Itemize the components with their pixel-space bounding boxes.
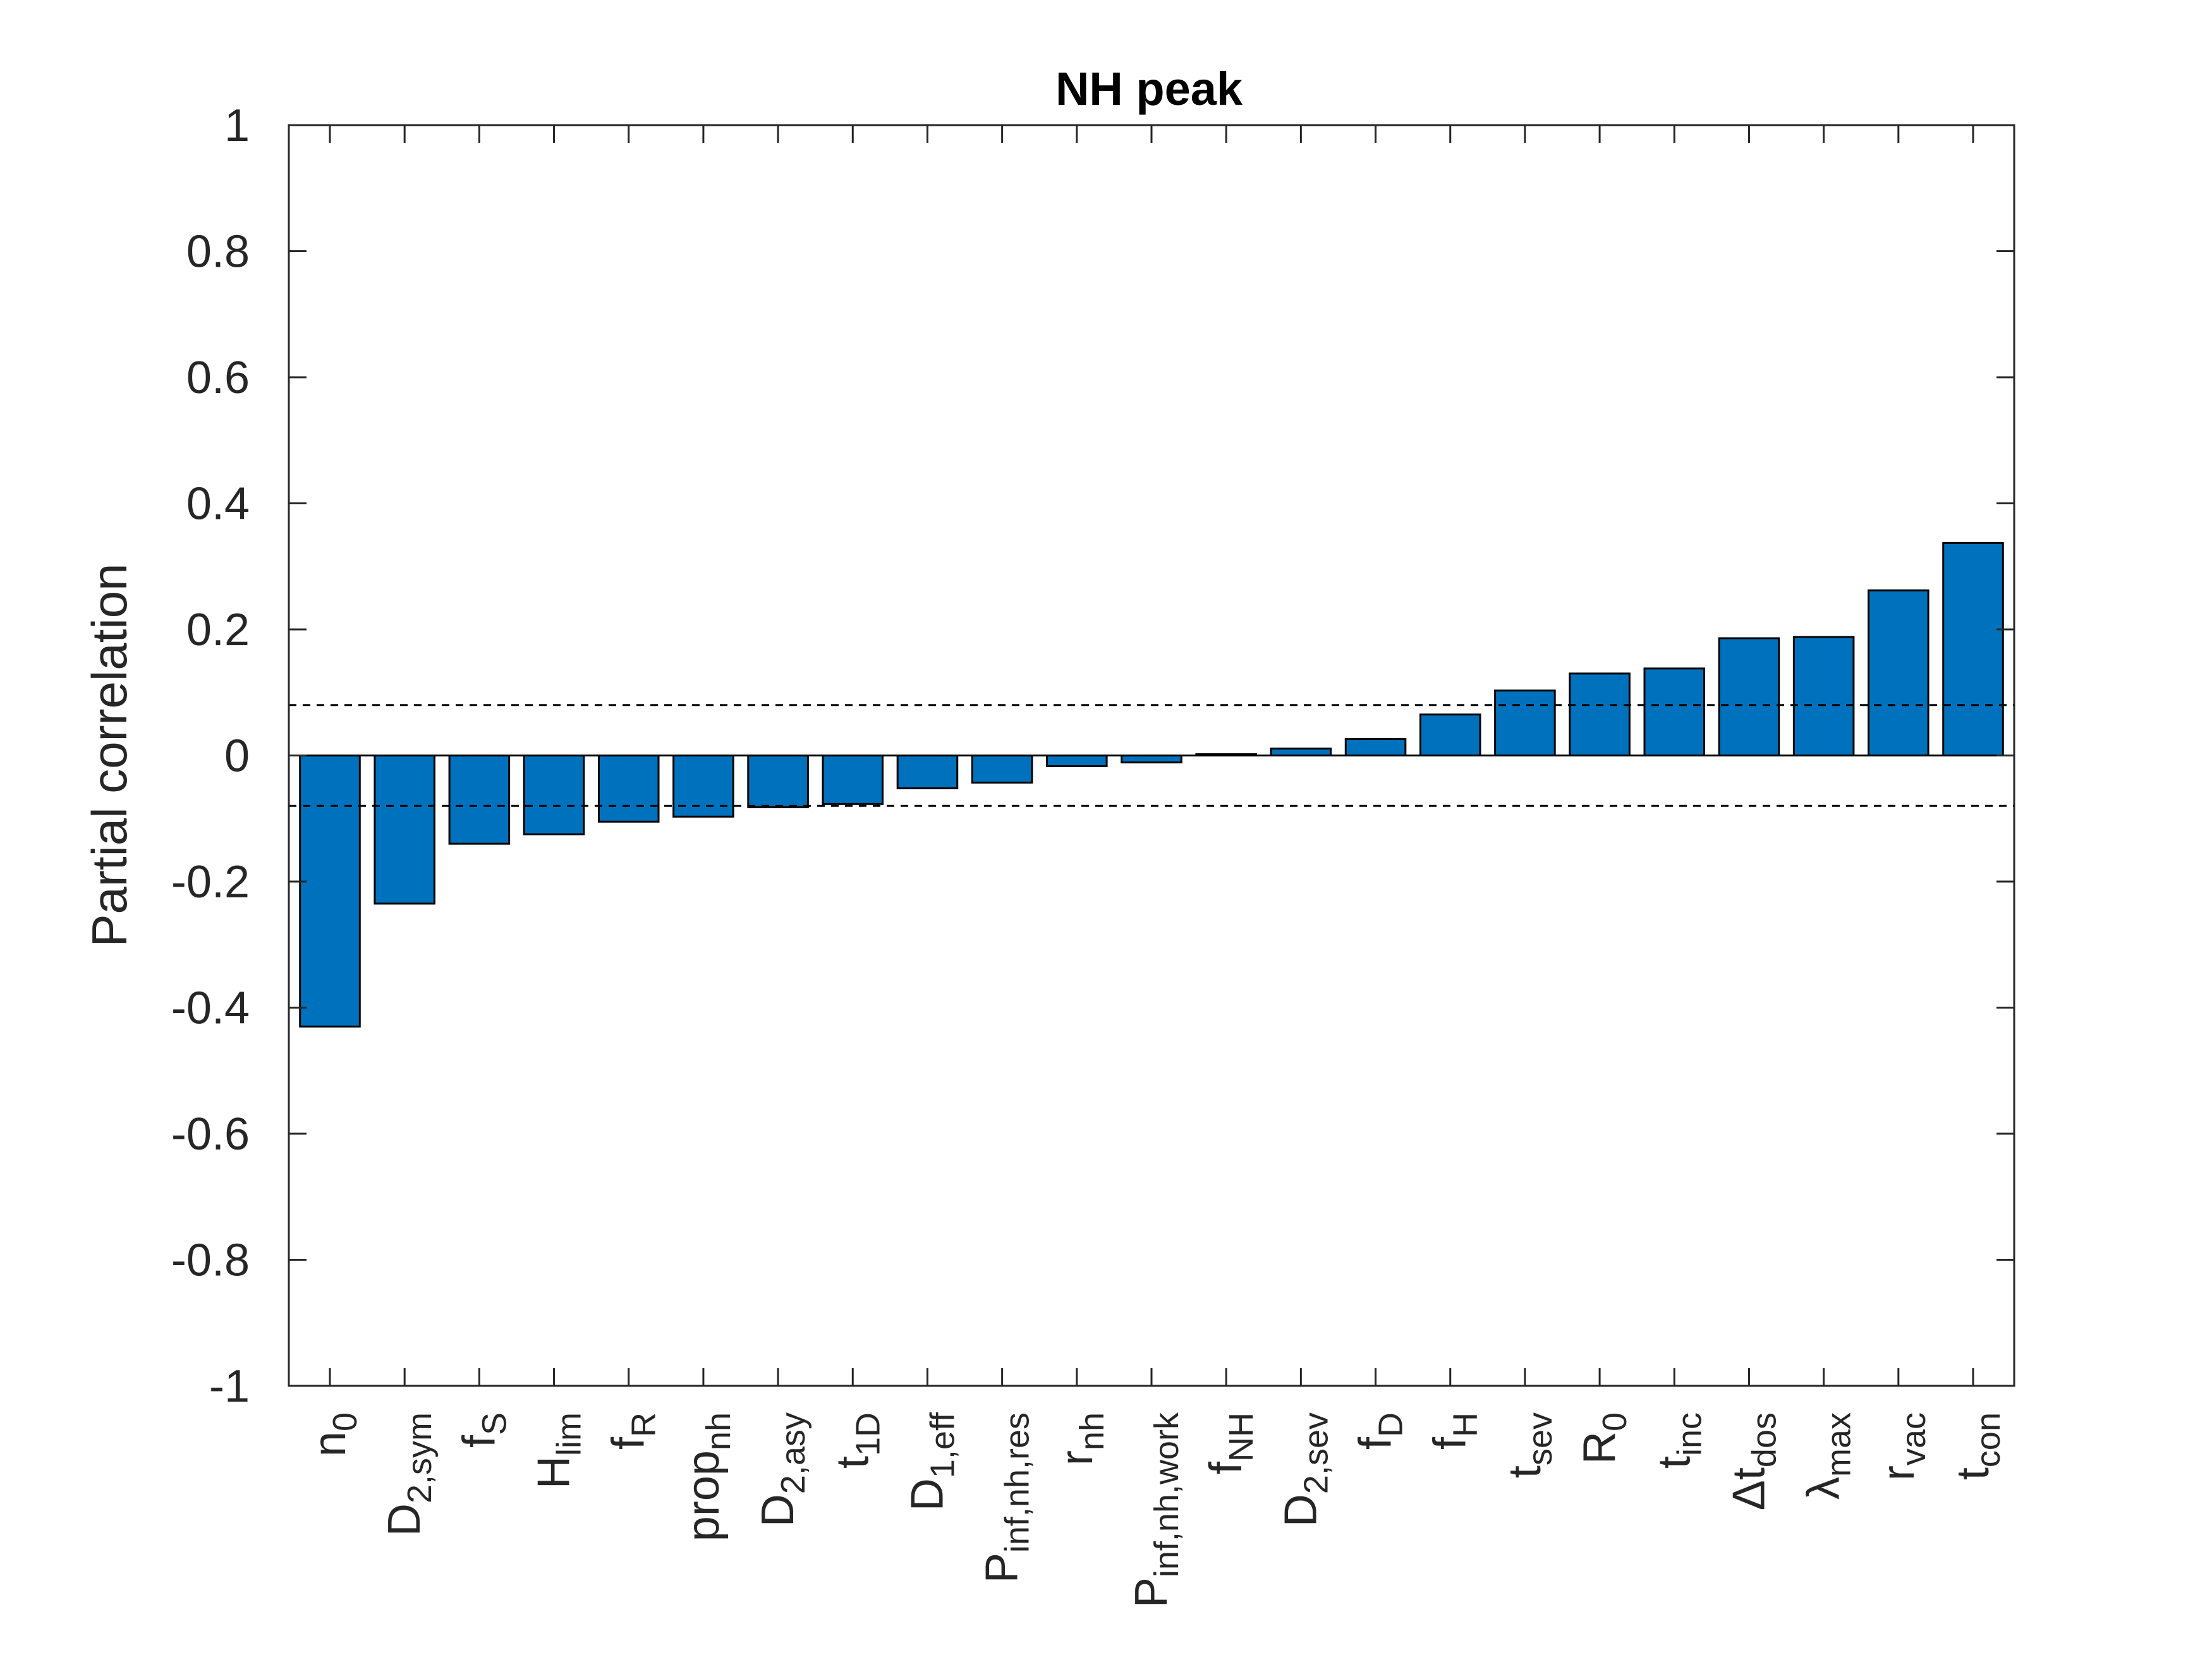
x-tick-label-10: Pinf,nh,res <box>977 1412 1036 1583</box>
bar-12 <box>1121 755 1182 763</box>
bar-16 <box>1419 713 1481 756</box>
bar-20 <box>1718 637 1780 757</box>
bar-15 <box>1344 738 1407 756</box>
y-tick-label-11: 1 <box>224 100 250 151</box>
bar-5 <box>597 755 660 823</box>
x-tick-label-9: D1,eff <box>902 1412 961 1511</box>
x-tick-label-22: rvac <box>1873 1412 1933 1481</box>
x-tick-label-4: Hlim <box>529 1412 588 1489</box>
x-tick-label-18: R0 <box>1574 1412 1634 1464</box>
bar-7 <box>747 755 809 808</box>
x-tick-label-7: D2,asy <box>753 1412 812 1527</box>
y-tick-label-8: 0.4 <box>186 479 250 530</box>
bar-8 <box>822 755 884 805</box>
bar-11 <box>1046 755 1108 767</box>
x-tick-label-1: n0 <box>305 1412 364 1457</box>
bar-1 <box>299 755 361 1028</box>
bar-14 <box>1270 748 1332 756</box>
x-tick-label-16: fH <box>1425 1412 1485 1450</box>
x-tick-label-21: λmax <box>1799 1412 1858 1500</box>
plot-area: -1 -0.8 -0.6 -0.4 -0.2 0 0.2 0.4 0.6 0.8 1 n0 D2,sym… <box>171 100 2015 1608</box>
y-axis-label: Partial correlation <box>82 564 137 947</box>
bar-9 <box>896 755 959 789</box>
x-tick-label-23: tcon <box>1948 1412 2007 1480</box>
y-tick-label-2: -0.8 <box>171 1235 250 1286</box>
y-tick-label-10: 0.8 <box>186 227 250 277</box>
chart-title: NH peak <box>1055 63 1243 115</box>
bar-22 <box>1868 589 1929 757</box>
y-tick-label-1: -1 <box>209 1361 250 1412</box>
x-tick-label-5: fR <box>604 1412 663 1450</box>
x-tick-label-2: D2,sym <box>379 1412 439 1536</box>
y-tick-label-6: 0 <box>224 731 250 782</box>
bar-2 <box>374 755 435 905</box>
bar-4 <box>523 755 585 835</box>
bar-23 <box>1942 542 2004 757</box>
x-tick-label-3: fS <box>454 1412 513 1448</box>
x-tick-label-20: Δtdos <box>1723 1412 1783 1510</box>
bar-19 <box>1643 667 1706 756</box>
y-tick-label-7: 0.2 <box>186 605 250 655</box>
bar-21 <box>1792 636 1855 756</box>
x-tick-label-17: tsev <box>1500 1412 1559 1478</box>
y-tick-label-4: -0.4 <box>171 983 250 1034</box>
y-tick-label-3: -0.6 <box>171 1109 250 1160</box>
bar-10 <box>971 755 1033 784</box>
x-tick-label-13: fNH <box>1201 1412 1260 1474</box>
bar-6 <box>672 755 734 818</box>
x-tick-label-19: tinc <box>1649 1412 1708 1469</box>
y-tick-label-5: -0.2 <box>171 857 250 907</box>
bar-17 <box>1494 689 1556 756</box>
x-tick-label-14: D2,sev <box>1275 1412 1335 1527</box>
bar-18 <box>1569 672 1631 756</box>
bar-3 <box>448 755 511 845</box>
x-tick-label-15: fD <box>1351 1412 1410 1450</box>
y-tick-label-9: 0.6 <box>186 353 250 403</box>
x-tick-label-12: Pinf,nh,work <box>1126 1412 1186 1608</box>
x-tick-label-11: rnh <box>1052 1412 1111 1465</box>
x-tick-label-6: propnh <box>678 1412 738 1541</box>
x-tick-label-8: t1D <box>827 1412 887 1469</box>
